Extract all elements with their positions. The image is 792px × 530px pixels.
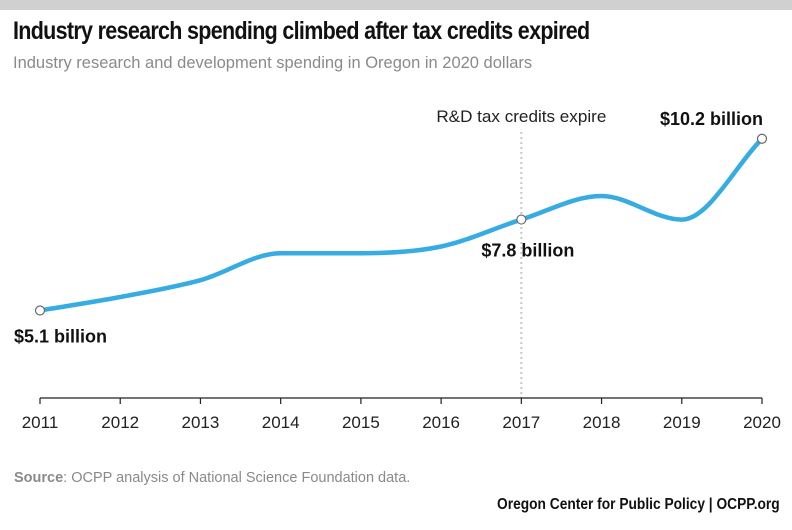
data-point-marker <box>756 133 768 144</box>
data-label: $7.8 billion <box>481 241 574 261</box>
x-tick-label: 2016 <box>422 413 460 432</box>
chart-title: Industry research spending climbed after… <box>13 17 590 45</box>
source-text: : OCPP analysis of National Science Foun… <box>63 470 411 486</box>
x-tick-label: 2011 <box>22 413 59 432</box>
annotation-label: R&D tax credits expire <box>436 108 606 126</box>
x-tick-label: 2015 <box>342 413 380 432</box>
top-bar <box>0 0 792 10</box>
data-label: $5.1 billion <box>14 326 107 346</box>
credit-line: Oregon Center for Public Policy | OCPP.o… <box>497 496 780 513</box>
x-tick-label: 2018 <box>583 413 621 432</box>
chart-subtitle: Industry research and development spendi… <box>13 54 533 72</box>
x-tick-label: 2017 <box>502 413 540 432</box>
series-line <box>37 136 765 313</box>
x-tick-label: 2013 <box>182 413 220 432</box>
source-note: Source: OCPP analysis of National Scienc… <box>14 470 410 486</box>
x-tick-label: 2014 <box>262 413 300 432</box>
data-label: $10.2 billion <box>660 109 763 129</box>
x-tick-label: 2012 <box>101 413 139 432</box>
data-point-marker <box>516 214 527 225</box>
x-tick-label: 2020 <box>743 413 781 432</box>
x-tick-label: 2019 <box>663 413 701 432</box>
data-point-marker <box>34 305 46 316</box>
source-label: Source <box>14 470 64 486</box>
